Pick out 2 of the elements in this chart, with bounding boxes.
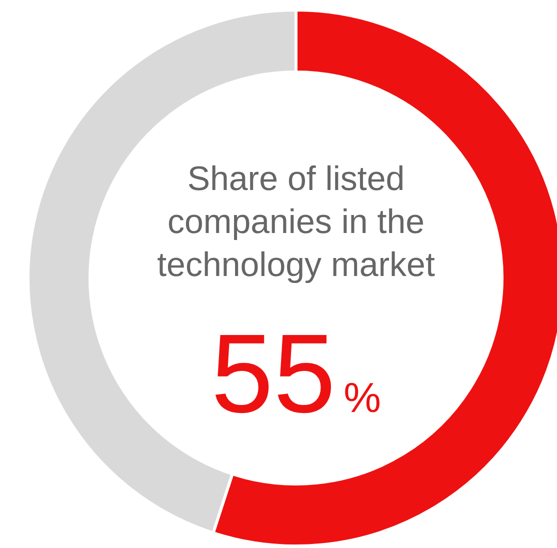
text: Share of listed companies in the technology market [157, 160, 436, 284]
data-label: 55% [211, 311, 381, 436]
